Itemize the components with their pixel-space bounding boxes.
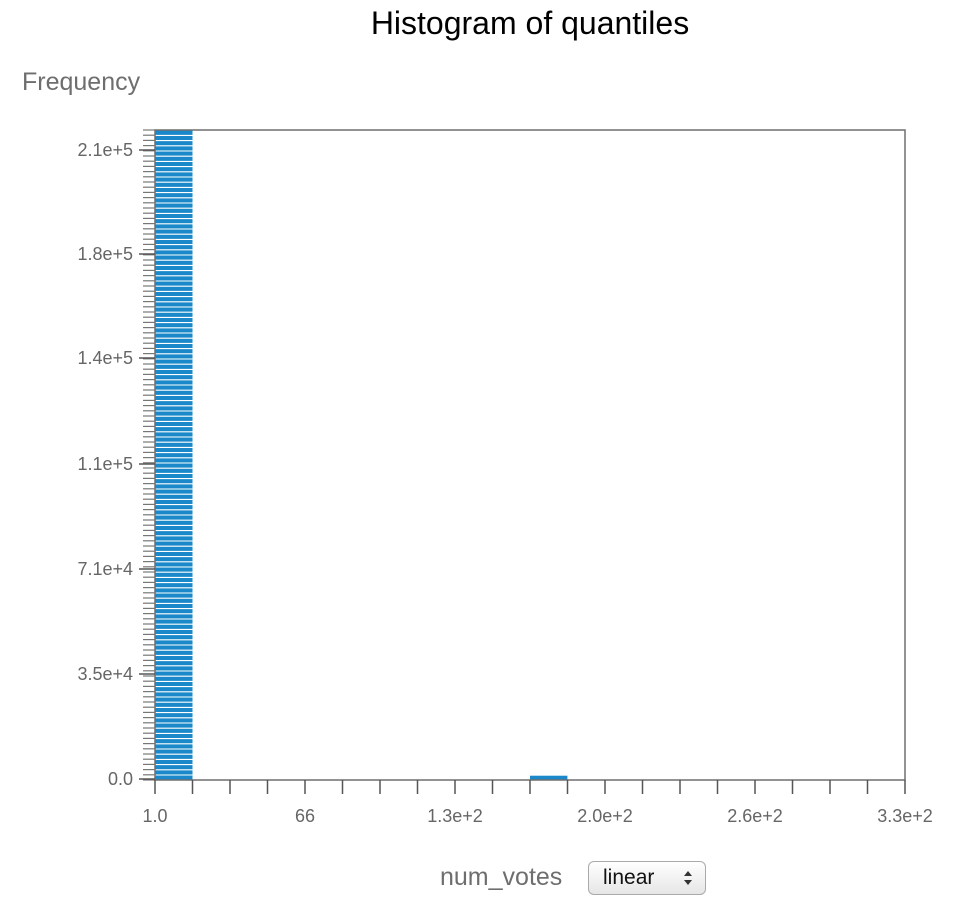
y-tick-label: 1.4e+5: [77, 348, 133, 368]
x-tick-label: 1.3e+2: [427, 806, 483, 826]
x-axis-label: num_votes: [440, 863, 563, 891]
bar-stripes: [155, 134, 193, 776]
select-arrows-icon: [684, 871, 692, 885]
y-axis: 0.0 3.5e+4 7.1e+4 1.1e+5 1.4e+5 1.8e+5 2.1e+5: [77, 129, 155, 789]
y-tick-label: 0.0: [108, 769, 133, 789]
scale-select[interactable]: linear: [588, 861, 706, 895]
histogram-bar-0: [155, 130, 193, 780]
bars-layer: [155, 130, 568, 780]
y-tick-label: 7.1e+4: [77, 559, 133, 579]
y-tick-label: 2.1e+5: [77, 140, 133, 160]
x-tick-label: 3.3e+2: [877, 806, 933, 826]
histogram-bar-1: [530, 775, 568, 780]
x-axis: 1.0 66 1.3e+2 2.0e+2 2.6e+2 3.3e+2: [142, 780, 933, 826]
x-tick-label: 1.0: [142, 806, 167, 826]
plot-border: [154, 129, 906, 781]
y-tick-label: 1.1e+5: [77, 454, 133, 474]
x-tick-label: 66: [295, 806, 315, 826]
plot-frame: [154, 129, 906, 781]
chart-title: Histogram of quantiles: [371, 5, 689, 41]
y-tick-label: 3.5e+4: [77, 664, 133, 684]
y-axis-label: Frequency: [22, 68, 141, 96]
scale-select-value: linear: [603, 866, 655, 889]
x-tick-label: 2.6e+2: [727, 806, 783, 826]
y-tick-label: 1.8e+5: [77, 244, 133, 264]
x-tick-label: 2.0e+2: [577, 806, 633, 826]
